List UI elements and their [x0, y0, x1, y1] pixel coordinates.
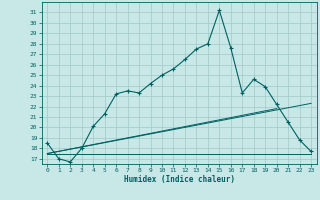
- X-axis label: Humidex (Indice chaleur): Humidex (Indice chaleur): [124, 175, 235, 184]
